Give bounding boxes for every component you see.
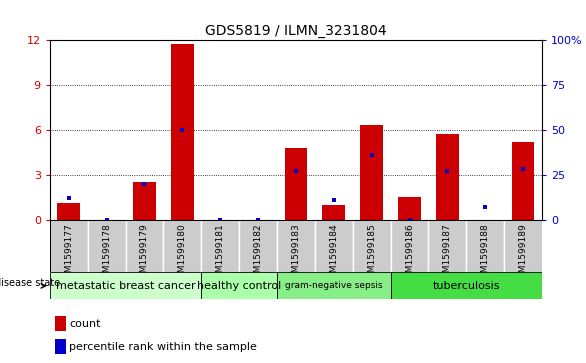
- Bar: [353, 220, 391, 272]
- Text: GSM1599188: GSM1599188: [481, 223, 490, 284]
- Point: [253, 217, 263, 223]
- Text: GSM1599179: GSM1599179: [140, 223, 149, 284]
- Bar: [466, 220, 504, 272]
- Bar: [436, 134, 459, 220]
- Text: GSM1599178: GSM1599178: [102, 223, 111, 284]
- Point: [329, 197, 339, 203]
- Bar: [277, 272, 391, 299]
- Point: [64, 195, 73, 201]
- Bar: [322, 205, 345, 220]
- Text: GSM1599180: GSM1599180: [178, 223, 187, 284]
- Point: [481, 204, 490, 210]
- Text: GSM1599186: GSM1599186: [405, 223, 414, 284]
- Bar: [133, 182, 156, 220]
- Bar: [239, 220, 277, 272]
- Title: GDS5819 / ILMN_3231804: GDS5819 / ILMN_3231804: [205, 24, 387, 37]
- Bar: [285, 148, 307, 220]
- Text: percentile rank within the sample: percentile rank within the sample: [70, 342, 257, 352]
- Text: GSM1599189: GSM1599189: [519, 223, 527, 284]
- Bar: [504, 220, 542, 272]
- Bar: [54, 316, 66, 331]
- Bar: [360, 125, 383, 220]
- Text: healthy control: healthy control: [197, 281, 281, 291]
- Text: GSM1599177: GSM1599177: [64, 223, 73, 284]
- Point: [519, 166, 528, 172]
- Point: [178, 127, 187, 132]
- Text: tuberculosis: tuberculosis: [432, 281, 500, 291]
- Point: [291, 168, 301, 174]
- Text: disease state: disease state: [0, 278, 60, 288]
- Point: [405, 217, 414, 223]
- Text: GSM1599185: GSM1599185: [367, 223, 376, 284]
- Bar: [398, 197, 421, 220]
- Point: [216, 217, 225, 223]
- Bar: [391, 220, 428, 272]
- Point: [367, 152, 376, 158]
- Text: GSM1599187: GSM1599187: [443, 223, 452, 284]
- Bar: [54, 339, 66, 354]
- Text: GSM1599182: GSM1599182: [254, 223, 263, 284]
- Point: [140, 181, 149, 187]
- Point: [102, 217, 111, 223]
- Text: count: count: [70, 319, 101, 329]
- Text: GSM1599183: GSM1599183: [291, 223, 301, 284]
- Bar: [277, 220, 315, 272]
- Bar: [171, 44, 194, 220]
- Bar: [201, 220, 239, 272]
- Bar: [201, 272, 277, 299]
- Bar: [163, 220, 201, 272]
- Bar: [315, 220, 353, 272]
- Text: GSM1599184: GSM1599184: [329, 223, 338, 284]
- Bar: [88, 220, 125, 272]
- Bar: [57, 203, 80, 220]
- Point: [442, 168, 452, 174]
- Text: GSM1599181: GSM1599181: [216, 223, 224, 284]
- Bar: [50, 272, 201, 299]
- Bar: [391, 272, 542, 299]
- Bar: [512, 142, 534, 220]
- Bar: [125, 220, 163, 272]
- Text: gram-negative sepsis: gram-negative sepsis: [285, 281, 383, 290]
- Bar: [428, 220, 466, 272]
- Bar: [50, 220, 88, 272]
- Text: metastatic breast cancer: metastatic breast cancer: [56, 281, 195, 291]
